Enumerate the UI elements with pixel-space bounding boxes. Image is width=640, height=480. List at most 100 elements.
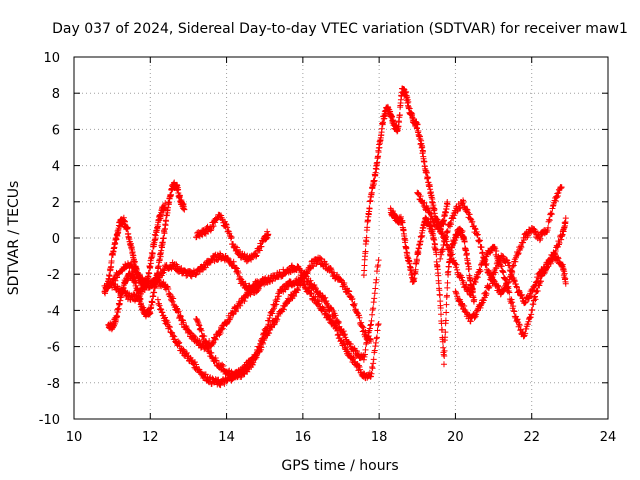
data-point [523, 325, 530, 332]
data-point [476, 237, 483, 244]
data-point [494, 282, 501, 289]
data-point [471, 296, 478, 303]
data-point [360, 356, 367, 363]
data-point [461, 238, 468, 245]
data-point [336, 332, 343, 339]
data-point [397, 213, 404, 220]
data-point [110, 281, 117, 288]
data-point [373, 268, 380, 275]
data-point [342, 344, 349, 351]
series-track-6 [193, 254, 374, 381]
data-point [546, 217, 553, 224]
data-point [237, 275, 244, 282]
data-point [444, 279, 451, 286]
data-point [427, 223, 434, 230]
data-point [205, 346, 212, 353]
data-point [441, 238, 448, 245]
data-point [323, 260, 330, 267]
data-point [217, 250, 224, 257]
data-point [561, 270, 568, 277]
data-point [445, 268, 452, 275]
data-point [451, 212, 458, 219]
data-point [463, 281, 470, 288]
data-point [548, 211, 555, 218]
x-tick-label: 20 [447, 430, 464, 445]
data-point [368, 317, 375, 324]
data-point [358, 319, 365, 326]
data-point [154, 296, 161, 303]
x-tick-label: 14 [218, 430, 235, 445]
data-point [482, 292, 489, 299]
data-point [333, 325, 340, 332]
data-point [553, 194, 560, 201]
y-tick-label: 0 [52, 232, 60, 247]
data-point [472, 312, 479, 319]
data-point [437, 305, 444, 312]
data-point [177, 313, 184, 320]
data-point [542, 266, 549, 273]
y-axis-label: SDTVAR / TECUs [6, 181, 22, 296]
data-point [442, 317, 449, 324]
data-point [219, 325, 226, 332]
data-point [160, 279, 167, 286]
data-point [367, 322, 374, 329]
data-point [369, 365, 376, 372]
data-point [333, 324, 340, 331]
data-point [562, 280, 569, 287]
data-point [438, 251, 445, 258]
x-tick-label: 12 [142, 430, 159, 445]
data-point [370, 356, 377, 363]
data-point [250, 359, 257, 366]
data-point [533, 278, 540, 285]
data-point [232, 264, 239, 271]
data-point [442, 334, 449, 341]
x-tick-labels: 10 12 14 16 18 20 22 24 [66, 430, 617, 445]
data-point [368, 189, 375, 196]
data-point [372, 339, 379, 346]
data-point [515, 250, 522, 257]
x-tick-label: 10 [66, 430, 83, 445]
data-point [440, 351, 447, 358]
data-point [313, 260, 320, 267]
data-point [209, 340, 216, 347]
data-point [532, 228, 539, 235]
data-point [452, 261, 459, 268]
data-point [268, 324, 275, 331]
data-point [508, 296, 515, 303]
data-point [335, 318, 342, 325]
data-point [469, 286, 476, 293]
data-point [203, 342, 210, 349]
data-points [101, 85, 569, 389]
data-point [559, 261, 566, 268]
data-point [317, 255, 324, 262]
data-point [505, 283, 512, 290]
data-point [534, 287, 541, 294]
data-point [443, 292, 450, 299]
data-point [196, 322, 203, 329]
data-point [312, 294, 319, 301]
data-point [322, 294, 329, 301]
data-point [547, 260, 554, 267]
data-point [198, 327, 205, 334]
data-point [505, 279, 512, 286]
data-point [194, 318, 201, 325]
data-point [322, 308, 329, 315]
data-point [226, 316, 233, 323]
data-point [224, 254, 231, 261]
data-point [444, 228, 451, 235]
data-point [361, 267, 368, 274]
data-point [156, 302, 163, 309]
data-point [479, 250, 486, 257]
data-point [375, 262, 382, 269]
data-point [463, 206, 470, 213]
data-point [260, 335, 267, 342]
data-point [210, 223, 217, 230]
data-point [170, 295, 177, 302]
data-point [465, 260, 472, 267]
data-point [554, 254, 561, 261]
data-point [327, 265, 334, 272]
data-point [464, 207, 471, 214]
data-point [180, 319, 187, 326]
data-point [258, 344, 265, 351]
data-point [176, 313, 183, 320]
